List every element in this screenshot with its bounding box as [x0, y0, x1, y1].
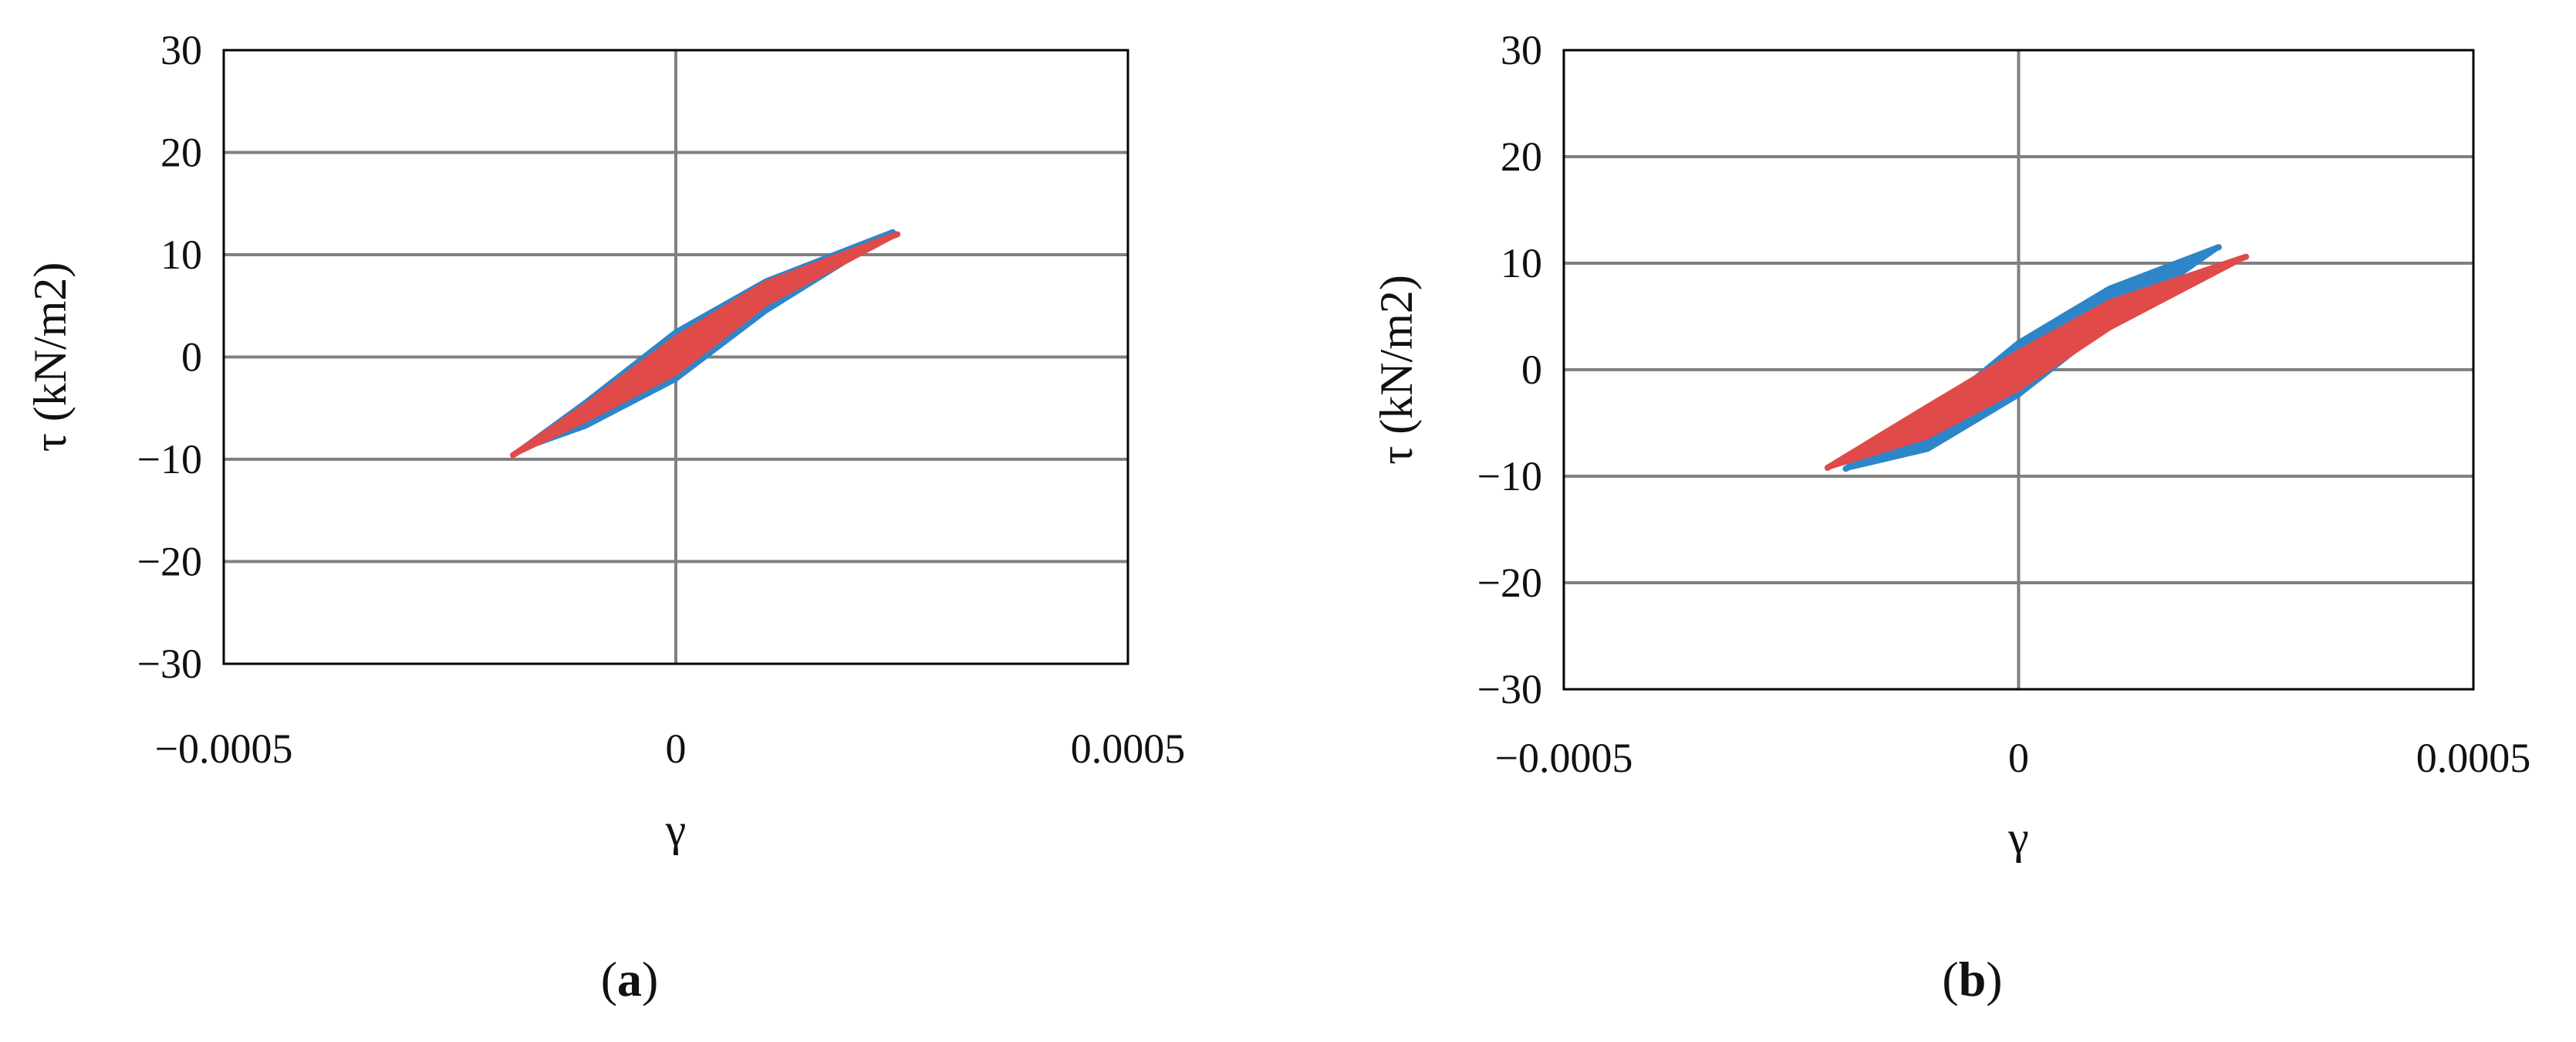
series-b [1824, 244, 2250, 472]
x-ticks-a: −0.0005 0 0.0005 [155, 726, 1186, 772]
x-axis-label-a: γ [665, 804, 687, 855]
y-tick-label: 10 [1501, 240, 1542, 286]
x-tick-label: 0.0005 [1071, 726, 1186, 772]
y-tick-label: −30 [137, 641, 202, 687]
y-tick-label: −10 [137, 436, 202, 482]
panel-label-a: (a) [601, 952, 659, 1006]
x-tick-label: 0 [2008, 735, 2029, 781]
series-b-1 [1825, 254, 2249, 470]
plot-frame-a [222, 49, 1129, 665]
y-ticks-b: −30 −20 −10 0 10 20 30 [1477, 27, 1542, 712]
series-a-1-loop [510, 231, 901, 458]
x-tick-label: −0.0005 [1495, 735, 1633, 781]
chart-panel-b: −30 −20 −10 0 10 20 30 −0.0005 0 0.0005 γ τ (kN/… [1371, 27, 2530, 1006]
y-tick-label: −20 [1477, 560, 1542, 606]
y-tick-label: 10 [160, 232, 202, 278]
chart-panel-a: −30 −20 −10 0 10 20 30 −0.0005 0 0.0005 γ τ (kN/… [25, 27, 1185, 1006]
y-tick-label: −10 [1477, 453, 1542, 499]
y-tick-label: −30 [1477, 666, 1542, 712]
x-tick-label: 0 [666, 726, 687, 772]
y-axis-label-a: τ (kN/m2) [25, 262, 76, 452]
panel-letter-b: b [1959, 952, 1987, 1006]
y-tick-label: 0 [1521, 347, 1542, 393]
y-ticks-a: −30 −20 −10 0 10 20 30 [137, 27, 202, 687]
panel-letter-a: a [617, 952, 642, 1006]
y-axis-label-b: τ (kN/m2) [1371, 275, 1422, 465]
x-axis-label-b: γ [2007, 812, 2029, 863]
y-tick-label: 0 [181, 334, 202, 381]
panel-label-b: (b) [1942, 952, 2002, 1006]
y-tick-label: −20 [137, 539, 202, 585]
series-a-1 [511, 232, 900, 458]
x-tick-label: −0.0005 [155, 726, 293, 772]
x-ticks-b: −0.0005 0 0.0005 [1495, 735, 2531, 781]
y-tick-label: 30 [160, 27, 202, 73]
y-tick-label: 30 [1501, 27, 1542, 73]
y-tick-label: 20 [160, 130, 202, 176]
series-b-1-loop [1824, 253, 2250, 471]
y-tick-label: 20 [1501, 134, 1542, 180]
series-a [510, 228, 901, 458]
plot-frame-b [1562, 49, 2475, 691]
x-tick-label: 0.0005 [2416, 735, 2531, 781]
